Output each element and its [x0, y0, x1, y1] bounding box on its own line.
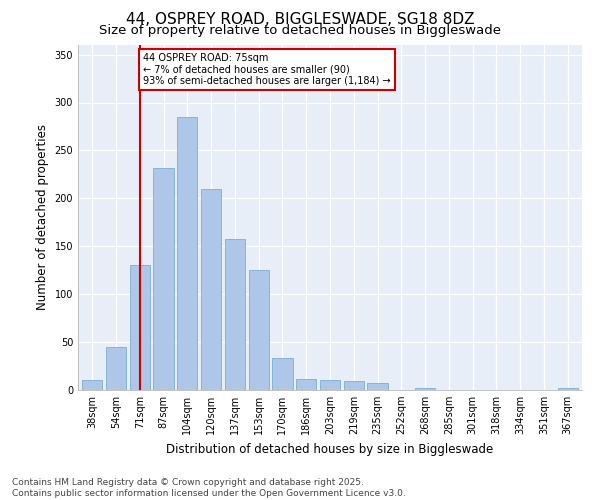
Bar	[557, 388, 578, 390]
Bar	[154, 168, 173, 390]
Bar	[177, 117, 197, 390]
Bar	[130, 266, 150, 390]
Text: 44, OSPREY ROAD, BIGGLESWADE, SG18 8DZ: 44, OSPREY ROAD, BIGGLESWADE, SG18 8DZ	[126, 12, 474, 28]
Bar	[296, 380, 316, 390]
Bar	[367, 384, 388, 390]
Bar	[106, 347, 126, 390]
Bar	[201, 188, 221, 390]
Text: Size of property relative to detached houses in Biggleswade: Size of property relative to detached ho…	[99, 24, 501, 37]
Text: 44 OSPREY ROAD: 75sqm
← 7% of detached houses are smaller (90)
93% of semi-detac: 44 OSPREY ROAD: 75sqm ← 7% of detached h…	[143, 52, 391, 86]
Bar	[82, 380, 103, 390]
Bar	[320, 380, 340, 390]
Bar	[344, 382, 364, 390]
X-axis label: Distribution of detached houses by size in Biggleswade: Distribution of detached houses by size …	[166, 442, 494, 456]
Bar	[248, 270, 269, 390]
Text: Contains HM Land Registry data © Crown copyright and database right 2025.
Contai: Contains HM Land Registry data © Crown c…	[12, 478, 406, 498]
Y-axis label: Number of detached properties: Number of detached properties	[36, 124, 49, 310]
Bar	[272, 358, 293, 390]
Bar	[225, 238, 245, 390]
Bar	[415, 388, 435, 390]
